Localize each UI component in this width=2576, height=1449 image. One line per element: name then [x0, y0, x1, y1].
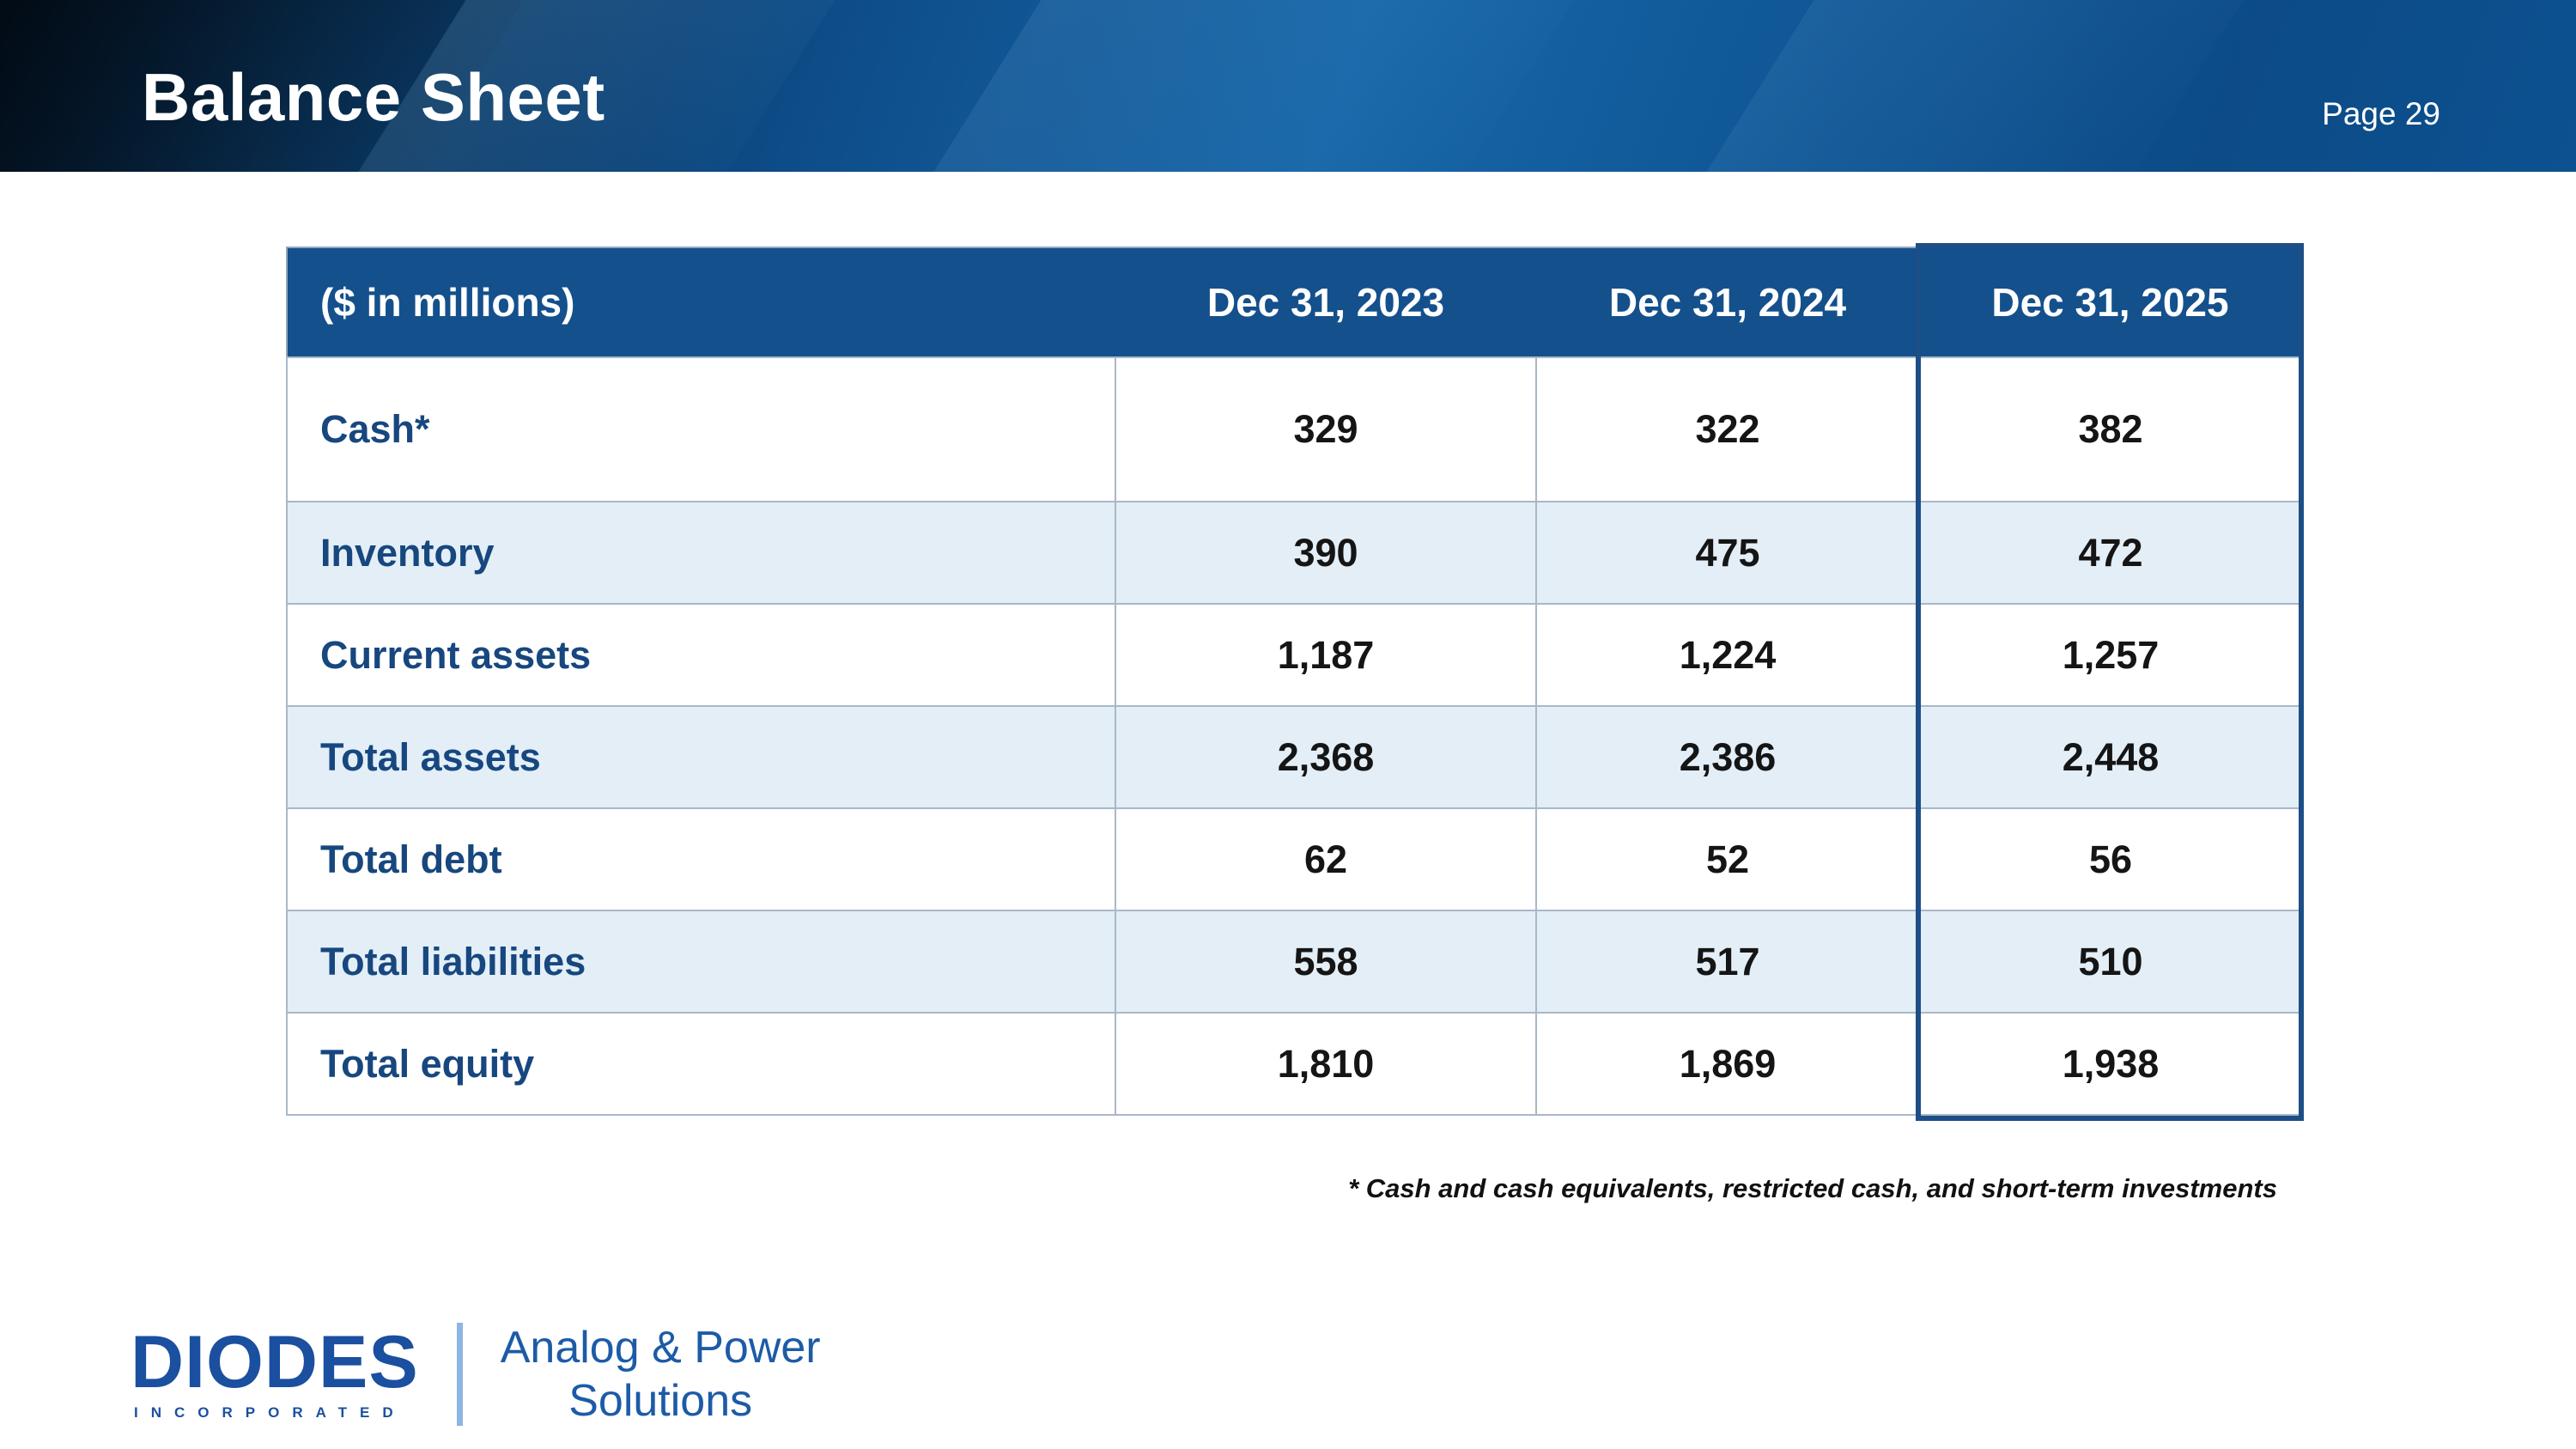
cell-value: 472 — [1918, 501, 2303, 605]
cell-value: 1,187 — [1115, 603, 1537, 707]
tagline-line2: Solutions — [568, 1376, 753, 1427]
row-label: Total assets — [286, 705, 1116, 809]
cell-value: 1,257 — [1918, 603, 2303, 707]
table-row: Total assets 2,368 2,386 2,448 — [286, 705, 2303, 809]
balance-sheet-table: ($ in millions) Dec 31, 2023 Dec 31, 202… — [286, 243, 2304, 1121]
cell-value: 382 — [1918, 356, 2303, 502]
cell-value: 56 — [1918, 807, 2303, 911]
row-label: Inventory — [286, 501, 1116, 605]
cell-value: 558 — [1115, 910, 1537, 1014]
row-label: Current assets — [286, 603, 1116, 707]
footer-divider — [456, 1323, 463, 1427]
cell-value: 390 — [1115, 501, 1537, 605]
footnote: * Cash and cash equivalents, restricted … — [1348, 1173, 2277, 1203]
unit-label: ($ in millions) — [287, 247, 1115, 357]
tagline: Analog & Power Solutions — [501, 1321, 821, 1428]
table-row: Inventory 390 475 472 — [286, 501, 2303, 605]
row-label: Total liabilities — [286, 910, 1116, 1014]
page-number: Page 29 — [2322, 96, 2440, 131]
row-label: Total equity — [286, 1012, 1116, 1116]
cell-value: 52 — [1535, 807, 1920, 911]
row-label: Cash* — [286, 356, 1116, 502]
column-header-2025: Dec 31, 2025 — [1919, 247, 2302, 357]
logo-subtext: INCORPORATED — [134, 1404, 406, 1422]
banner-shape — [1663, 0, 2287, 172]
row-label: Total debt — [286, 807, 1116, 911]
cell-value: 2,368 — [1115, 705, 1537, 809]
cell-value: 510 — [1918, 910, 2303, 1014]
cell-value: 475 — [1535, 501, 1920, 605]
title-banner: Balance Sheet Page 29 — [0, 0, 2576, 172]
table-row: Total equity 1,810 1,869 1,938 — [286, 1012, 2303, 1116]
cell-value: 2,448 — [1918, 705, 2303, 809]
table-row: Current assets 1,187 1,224 1,257 — [286, 603, 2303, 707]
column-header-2024: Dec 31, 2024 — [1536, 247, 1919, 357]
banner-shape — [890, 0, 1617, 172]
cell-value: 517 — [1535, 910, 1920, 1014]
table-row: Total liabilities 558 517 510 — [286, 910, 2303, 1014]
cell-value: 322 — [1535, 356, 1920, 502]
cell-value: 1,810 — [1115, 1012, 1537, 1116]
table-row: Cash* 329 322 382 — [286, 356, 2303, 502]
cell-value: 329 — [1115, 356, 1537, 502]
table-row: Total debt 62 52 56 — [286, 807, 2303, 911]
cell-value: 2,386 — [1535, 705, 1920, 809]
cell-value: 1,938 — [1918, 1012, 2303, 1116]
cell-value: 1,869 — [1535, 1012, 1920, 1116]
cell-value: 1,224 — [1535, 603, 1920, 707]
table-header-row: ($ in millions) Dec 31, 2023 Dec 31, 202… — [287, 247, 2302, 357]
logo-wordmark: DIODES — [131, 1320, 419, 1403]
footer: DIODES INCORPORATED Analog & Power Solut… — [131, 1321, 821, 1428]
page-title: Balance Sheet — [142, 59, 605, 135]
tagline-line1: Analog & Power — [500, 1323, 821, 1373]
cell-value: 62 — [1115, 807, 1537, 911]
diodes-logo: DIODES INCORPORATED — [131, 1320, 419, 1422]
column-header-2023: Dec 31, 2023 — [1115, 247, 1536, 357]
